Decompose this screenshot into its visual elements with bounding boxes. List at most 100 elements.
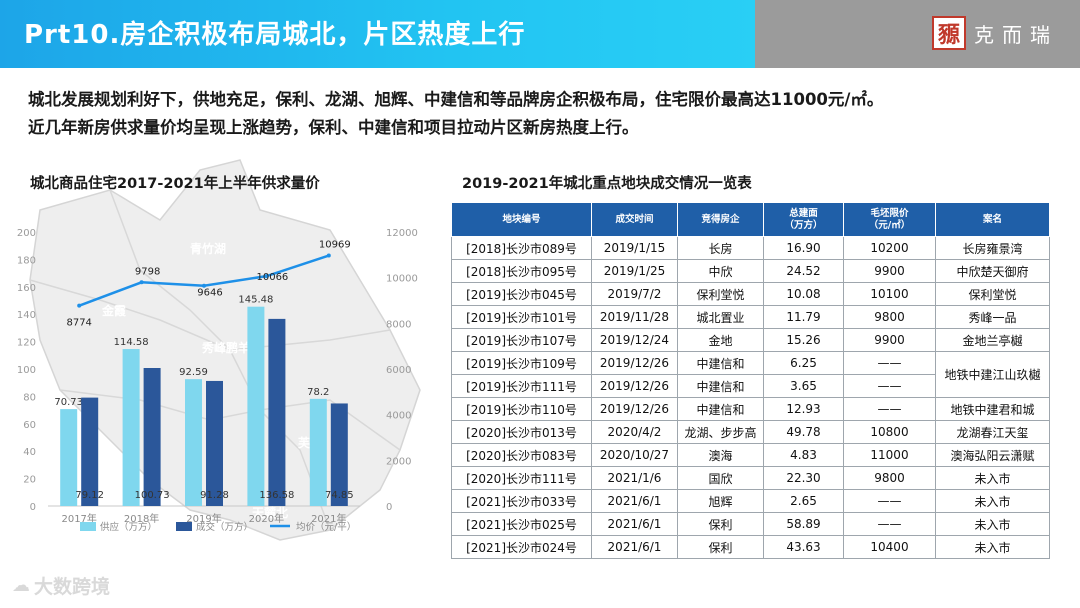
y-left-tick-label: 0 [30, 502, 36, 513]
table-cell: 9800 [843, 466, 936, 490]
table-cell: 11.79 [763, 305, 844, 329]
deal-bar-label: 74.85 [325, 490, 354, 501]
table-cell: [2019]长沙市107号 [451, 328, 592, 352]
supply-demand-chart: 0204060801001201401601802000200040006000… [17, 228, 418, 533]
table-row: [2018]长沙市095号 2019/1/25 中欣 24.52 9900 中欣楚天御府 [451, 259, 1050, 283]
supply-bar-label: 78.2 [307, 387, 329, 398]
table-cell: 长房雍景湾 [935, 236, 1050, 260]
table-cell: [2018]长沙市095号 [451, 259, 592, 283]
table-cell: 24.52 [763, 259, 844, 283]
table-cell: 9900 [843, 328, 936, 352]
table-cell: [2021]长沙市024号 [451, 535, 592, 559]
y-left-tick-label: 200 [17, 228, 36, 239]
table-row: [2020]长沙市111号 2021/1/6 国欣 22.30 9800 未入市 [451, 466, 1050, 490]
legend-supply-swatch [80, 522, 96, 531]
table-cell: —— [843, 397, 936, 421]
y-left-tick-label: 180 [17, 255, 36, 266]
deal-bar [206, 380, 223, 506]
deal-bar-label: 91.28 [200, 490, 229, 501]
table-cell: 2021/6/1 [591, 535, 678, 559]
y-right-tick-label: 0 [386, 502, 392, 513]
table-cell: 22.30 [763, 466, 844, 490]
table-row: [2020]长沙市083号 2020/10/27 澳海 4.83 11000 澳海弘阳云潇… [451, 443, 1050, 467]
table-cell: 2019/1/15 [591, 236, 678, 260]
deal-bar [268, 318, 286, 506]
brand-seal-icon: 豲 [932, 16, 966, 50]
intro-text: 城北发展规划利好下，供地充足，保利、龙湖、旭辉、中建信和等品牌房企积极布局，住宅… [28, 86, 1068, 142]
table-cell: [2019]长沙市111号 [451, 374, 592, 398]
table-header-cell: 成交时间 [591, 202, 678, 237]
table-cell: 保利堂悦 [677, 282, 764, 306]
x-tick-label: 2017年 [61, 512, 96, 525]
table-cell: 2021/6/1 [591, 512, 678, 536]
table-cell: 2021/1/6 [591, 466, 678, 490]
page-title: Prt10.房企积极布局城北，片区热度上行 [24, 20, 526, 50]
supply-bar [60, 409, 78, 506]
table-cell: 2019/12/24 [591, 328, 678, 352]
table-cell: 地铁中建君和城 [935, 397, 1050, 421]
header-accent-band [0, 0, 755, 68]
table-cell: 城北置业 [677, 305, 764, 329]
y-right-tick-label: 4000 [386, 411, 411, 422]
supply-bar-label: 114.58 [114, 337, 149, 348]
table-cell: 中欣 [677, 259, 764, 283]
table-header-cell: 案名 [935, 202, 1050, 237]
table-header-cell: 竞得房企 [677, 202, 764, 237]
table-cell: 保利堂悦 [935, 282, 1050, 306]
table-cell: 9800 [843, 305, 936, 329]
legend-deal-swatch [176, 522, 192, 531]
land-table: 地块编号 成交时间 竞得房企 总建面 （万方） 毛坯限价 （元/㎡） 案名 [2018]长沙市… [451, 202, 1050, 559]
table-cell: 10100 [843, 282, 936, 306]
table-cell: 中欣楚天御府 [935, 259, 1050, 283]
table-cell: 龙湖、步步高 [677, 420, 764, 444]
table-cell: 2019/11/28 [591, 305, 678, 329]
legend-supply-label: 供应（万方） [100, 521, 157, 533]
table-cell: 国欣 [677, 466, 764, 490]
footer-watermark: ☁ 大数跨境 [12, 572, 110, 599]
table-row: [2021]长沙市025号 2021/6/1 保利 58.89 —— 未入市 [451, 512, 1050, 536]
brand-name: 克而瑞 [974, 22, 1058, 47]
y-left-tick-label: 100 [17, 365, 36, 376]
table-header-cell: 总建面 （万方） [763, 202, 844, 237]
table-cell: 2019/12/26 [591, 397, 678, 421]
price-point [264, 274, 269, 279]
table-cell: 15.26 [763, 328, 844, 352]
legend-price-label: 均价（元/平） [296, 521, 356, 533]
table-row: [2019]长沙市110号 2019/12/26 中建信和 12.93 —— 地铁中建君和… [451, 397, 1050, 421]
table-cell: 6.25 [763, 351, 844, 375]
table-cell: 16.90 [763, 236, 844, 260]
cloud-logo-icon: ☁ [12, 575, 30, 596]
supply-bar [247, 306, 265, 506]
map-label: 秀峰鹏羊 [201, 340, 250, 355]
table-cell: 10.08 [763, 282, 844, 306]
table-cell: 中建信和 [677, 374, 764, 398]
y-left-tick-label: 140 [17, 310, 36, 321]
header-bar: Prt10.房企积极布局城北，片区热度上行 豲 克而瑞 [0, 0, 1080, 68]
y-right-tick-label: 12000 [386, 228, 418, 239]
x-tick-label: 2020年 [249, 512, 284, 525]
price-point [326, 253, 331, 258]
price-point [77, 303, 82, 308]
table-cell: [2019]长沙市101号 [451, 305, 592, 329]
intro-line: 城北发展规划利好下，供地充足，保利、龙湖、旭辉、中建信和等品牌房企积极布局，住宅… [28, 90, 884, 109]
y-left-tick-label: 160 [17, 283, 36, 294]
table-cell: 3.65 [763, 374, 844, 398]
table-cell: —— [843, 512, 936, 536]
table-cell: 2019/7/2 [591, 282, 678, 306]
table-cell: 未入市 [935, 466, 1050, 490]
table-row: [2021]长沙市024号 2021/6/1 保利 43.63 10400 未入市 [451, 535, 1050, 559]
map-label: 青竹湖 [190, 241, 226, 256]
table-cell: 保利 [677, 535, 764, 559]
table-row: [2019]长沙市109号 2019/12/26 中建信和 6.25 —— 地铁中建江山玖… [451, 351, 1050, 398]
table-row: [2018]长沙市089号 2019/1/15 长房 16.90 10200 长房雍景湾 [451, 236, 1050, 260]
price-point-label: 8774 [66, 318, 91, 329]
deal-bar [330, 403, 348, 506]
supply-bar [185, 379, 202, 506]
y-right-tick-label: 10000 [386, 274, 418, 285]
table-header-cell: 地块编号 [451, 202, 592, 237]
deal-bar-label: 136.58 [259, 490, 294, 501]
table-cell: 4.83 [763, 443, 844, 467]
header-grey-band [755, 0, 1080, 68]
brand-logo: 豲 克而瑞 [932, 16, 1058, 50]
legend-deal-label: 成交（万方） [196, 521, 253, 533]
